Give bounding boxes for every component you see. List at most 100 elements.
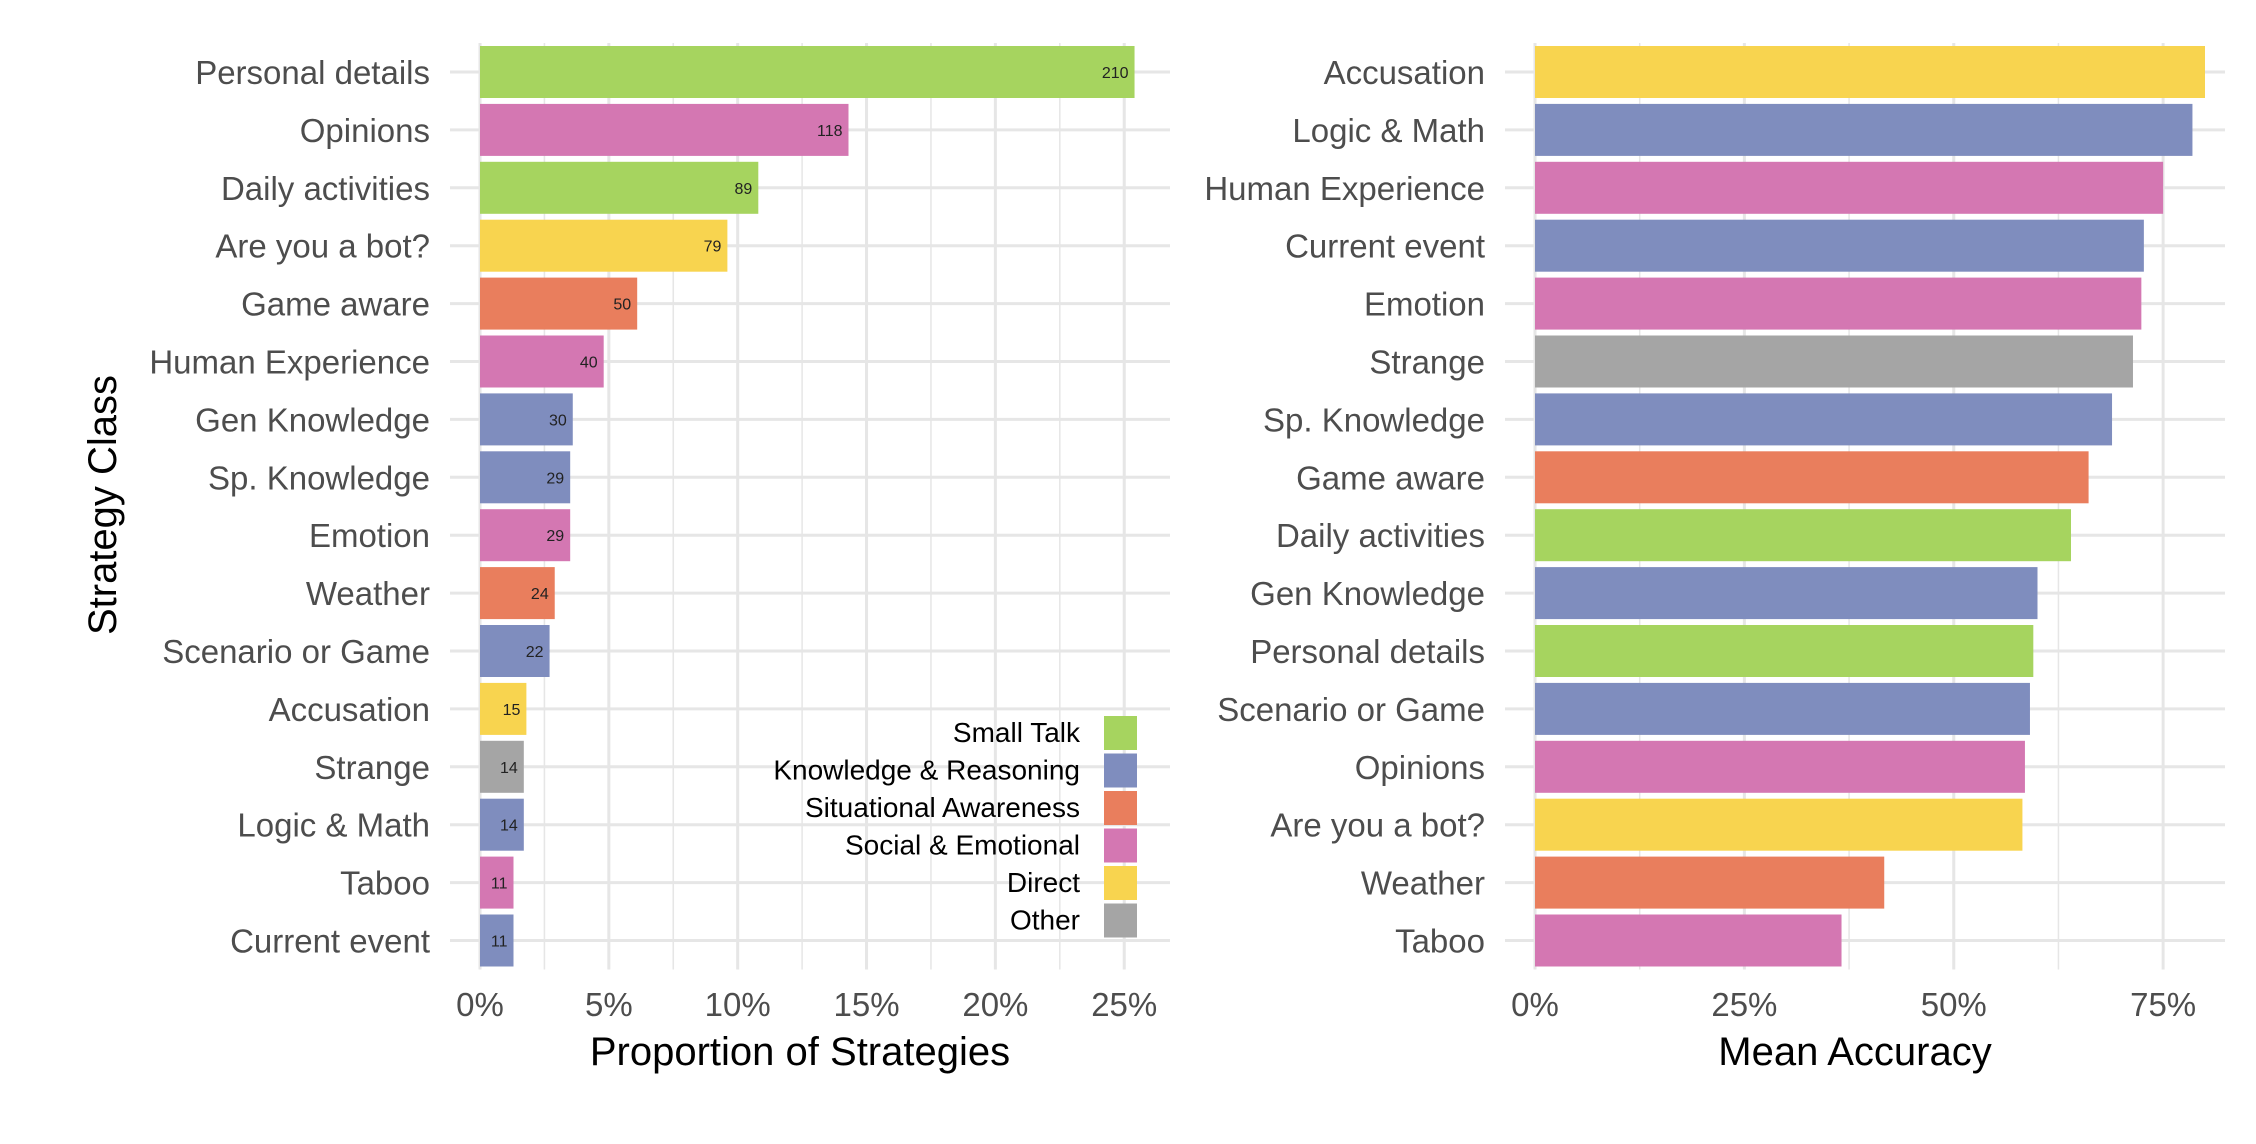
- category-label: Personal details: [195, 54, 430, 91]
- count-label: 24: [531, 586, 549, 603]
- count-label: 14: [500, 818, 518, 835]
- bar-right-sp-knowledge: [1535, 393, 2113, 446]
- bar-right-game-aware: [1535, 451, 2089, 504]
- bar-right-weather: [1535, 856, 1885, 909]
- category-label: Human Experience: [1204, 170, 1485, 207]
- count-label: 30: [549, 412, 567, 429]
- bar-left-current-event: [480, 914, 514, 967]
- x-axis-title-right: Mean Accuracy: [1718, 1030, 1991, 1074]
- bar-right-accusation: [1535, 46, 2205, 98]
- x-tick-label: 75%: [2130, 986, 2196, 1023]
- bar-left-scenario-or-game: [480, 625, 550, 677]
- category-label: Logic & Math: [1292, 112, 1485, 149]
- category-label: Are you a bot?: [215, 228, 430, 265]
- bar-left-are-you-a-bot: [480, 219, 728, 272]
- x-tick-label: 25%: [1711, 986, 1777, 1023]
- category-label: Logic & Math: [237, 807, 430, 844]
- x-tick-label: 50%: [1921, 986, 1987, 1023]
- count-label: 118: [817, 123, 843, 140]
- bar-left-taboo: [480, 856, 514, 909]
- bar-right-current-event: [1535, 219, 2144, 272]
- legend-label: Social & Emotional: [845, 830, 1080, 861]
- category-label: Game aware: [1296, 459, 1485, 496]
- y-axis-title: Strategy Class: [81, 375, 125, 635]
- category-label: Taboo: [340, 865, 430, 902]
- category-label: Opinions: [1355, 749, 1485, 786]
- legend-key-knowledge-and-reasoning: [1104, 753, 1137, 788]
- bar-left-opinions: [480, 103, 849, 156]
- category-label: Daily activities: [221, 170, 430, 207]
- bar-left-emotion: [480, 509, 571, 562]
- x-tick-label: 15%: [834, 986, 900, 1023]
- category-label: Daily activities: [1276, 517, 1485, 554]
- category-label: Gen Knowledge: [1250, 575, 1485, 612]
- count-label: 79: [704, 239, 722, 256]
- bar-right-scenario-or-game: [1535, 682, 2030, 735]
- category-label: Personal details: [1250, 633, 1485, 670]
- category-label: Taboo: [1395, 923, 1485, 960]
- bar-right-opinions: [1535, 740, 2025, 793]
- category-label: Gen Knowledge: [195, 401, 430, 438]
- count-label: 22: [526, 644, 544, 661]
- category-label: Current event: [1285, 228, 1485, 265]
- bar-left-daily-activities: [480, 161, 759, 214]
- legend: Small Talk Knowledge & Reasoning Situation…: [773, 716, 1137, 938]
- legend-key-other: [1104, 903, 1137, 938]
- count-label: 40: [580, 355, 598, 372]
- count-label: 14: [500, 760, 518, 777]
- count-label: 210: [1102, 65, 1129, 82]
- legend-key-direct: [1104, 866, 1137, 900]
- x-tick-label: 0%: [1511, 986, 1559, 1023]
- legend-label: Knowledge & Reasoning: [773, 755, 1080, 786]
- bar-right-gen-knowledge: [1535, 567, 2038, 620]
- category-label: Strange: [1369, 344, 1485, 381]
- bar-left-personal-details: [480, 46, 1135, 98]
- bar-right-human-experience: [1535, 161, 2164, 214]
- category-label: Game aware: [241, 286, 430, 323]
- category-label: Current event: [230, 923, 430, 960]
- bar-left-game-aware: [480, 277, 638, 330]
- bar-right-emotion: [1535, 277, 2142, 330]
- category-label: Accusation: [1324, 54, 1485, 91]
- x-tick-label: 25%: [1091, 986, 1157, 1023]
- bar-right-personal-details: [1535, 625, 2034, 677]
- legend-label: Small Talk: [953, 717, 1081, 748]
- bar-left-human-experience: [480, 335, 604, 388]
- legend-key-social-and-emotional: [1104, 828, 1137, 863]
- legend-label: Situational Awareness: [805, 792, 1080, 823]
- bar-left-sp-knowledge: [480, 451, 571, 504]
- category-label: Scenario or Game: [162, 633, 430, 670]
- count-label: 15: [503, 702, 521, 719]
- x-tick-label: 20%: [962, 986, 1028, 1023]
- bar-left-strange: [480, 740, 524, 793]
- category-label: Emotion: [1364, 286, 1485, 323]
- count-label: 29: [546, 470, 564, 487]
- bar-right-logic-and-math: [1535, 103, 2193, 156]
- legend-key-small-talk: [1104, 716, 1137, 750]
- bar-right-are-you-a-bot: [1535, 798, 2023, 851]
- category-label: Sp. Knowledge: [208, 459, 430, 496]
- bar-left-accusation: [480, 682, 527, 735]
- bar-left-gen-knowledge: [480, 393, 573, 446]
- accuracy-chart: 0% 25% 50% 75% Accusation Logic & Math Human E…: [1204, 43, 2225, 1023]
- category-label: Opinions: [300, 112, 430, 149]
- count-label: 11: [491, 876, 508, 893]
- legend-label: Direct: [1007, 867, 1080, 898]
- category-label: Emotion: [309, 517, 430, 554]
- legend-key-situational-awareness: [1104, 791, 1137, 825]
- category-label: Scenario or Game: [1217, 691, 1485, 728]
- count-label: 11: [491, 934, 508, 951]
- category-label: Sp. Knowledge: [1263, 401, 1485, 438]
- category-label: Weather: [306, 575, 430, 612]
- count-label: 29: [546, 528, 564, 545]
- category-label: Strange: [314, 749, 430, 786]
- category-label: Weather: [1361, 865, 1485, 902]
- x-tick-label: 5%: [585, 986, 633, 1023]
- bar-right-taboo: [1535, 914, 1842, 967]
- category-label: Human Experience: [149, 344, 430, 381]
- x-axis-title-left: Proportion of Strategies: [590, 1030, 1010, 1074]
- bar-left-logic-and-math: [480, 798, 524, 851]
- legend-label: Other: [1010, 905, 1080, 936]
- category-label: Are you a bot?: [1270, 807, 1485, 844]
